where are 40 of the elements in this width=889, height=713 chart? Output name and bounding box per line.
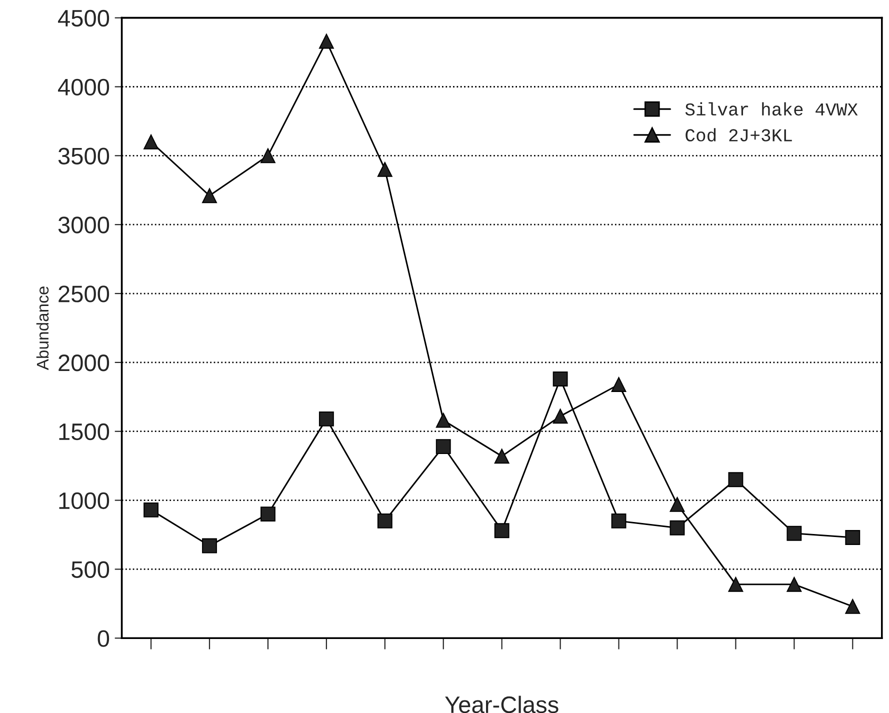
y-tick-label: 1500	[59, 423, 110, 440]
point	[845, 530, 860, 545]
point	[260, 148, 276, 164]
y-tick-label: 2000	[58, 354, 110, 372]
y-tick-label: 4000	[58, 78, 110, 96]
point	[202, 538, 217, 554]
point	[611, 514, 626, 528]
point	[144, 134, 158, 150]
point	[260, 506, 276, 522]
y-axis-title: Abundance	[36, 286, 49, 370]
point	[318, 34, 334, 49]
y-tick-label: 3500	[58, 148, 110, 164]
point	[318, 411, 334, 426]
y-tick-label: 2500	[58, 286, 110, 302]
x-axis-title: Year-Class	[445, 696, 558, 713]
y-tick-label: 0	[98, 630, 110, 647]
point	[728, 576, 744, 592]
point	[728, 472, 744, 488]
point	[494, 448, 510, 464]
point	[144, 502, 158, 518]
y-tick-label: 3000	[58, 216, 110, 234]
point	[786, 526, 802, 541]
legend-label: Cod 2J+3KL	[686, 128, 792, 142]
point	[552, 408, 568, 424]
y-tick-label: 1000	[59, 492, 110, 510]
point	[202, 188, 217, 204]
point	[786, 576, 802, 592]
point	[552, 372, 568, 386]
point	[377, 514, 392, 528]
y-tick-label: 500	[72, 561, 110, 578]
point	[611, 377, 626, 392]
point	[436, 439, 451, 454]
point	[670, 520, 685, 536]
point	[494, 523, 510, 538]
point	[845, 598, 860, 614]
legend-label: Silvar hake 4VWX	[685, 102, 858, 116]
point	[670, 496, 685, 512]
point	[436, 412, 451, 428]
point	[377, 162, 392, 177]
y-tick-label: 4500	[58, 10, 110, 27]
